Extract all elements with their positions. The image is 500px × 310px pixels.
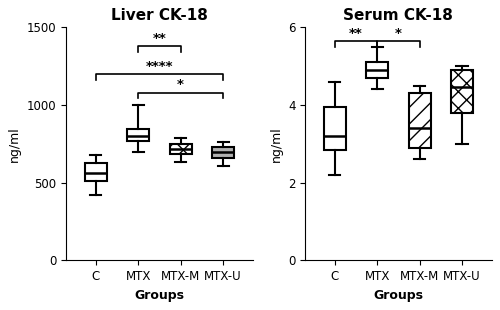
Text: **: ** (152, 32, 166, 45)
Title: Liver CK-18: Liver CK-18 (111, 8, 208, 23)
Text: ****: **** (146, 60, 173, 73)
PathPatch shape (451, 70, 473, 113)
PathPatch shape (366, 62, 388, 78)
PathPatch shape (85, 163, 107, 181)
PathPatch shape (408, 93, 430, 148)
Text: **: ** (349, 27, 363, 40)
PathPatch shape (128, 129, 150, 141)
X-axis label: Groups: Groups (374, 289, 424, 302)
PathPatch shape (324, 107, 346, 150)
X-axis label: Groups: Groups (134, 289, 184, 302)
PathPatch shape (212, 147, 234, 158)
Text: *: * (177, 78, 184, 91)
PathPatch shape (170, 144, 192, 154)
Title: Serum CK-18: Serum CK-18 (344, 8, 454, 23)
Y-axis label: ng/ml: ng/ml (270, 126, 282, 162)
Text: *: * (395, 27, 402, 40)
Y-axis label: ng/ml: ng/ml (8, 126, 22, 162)
